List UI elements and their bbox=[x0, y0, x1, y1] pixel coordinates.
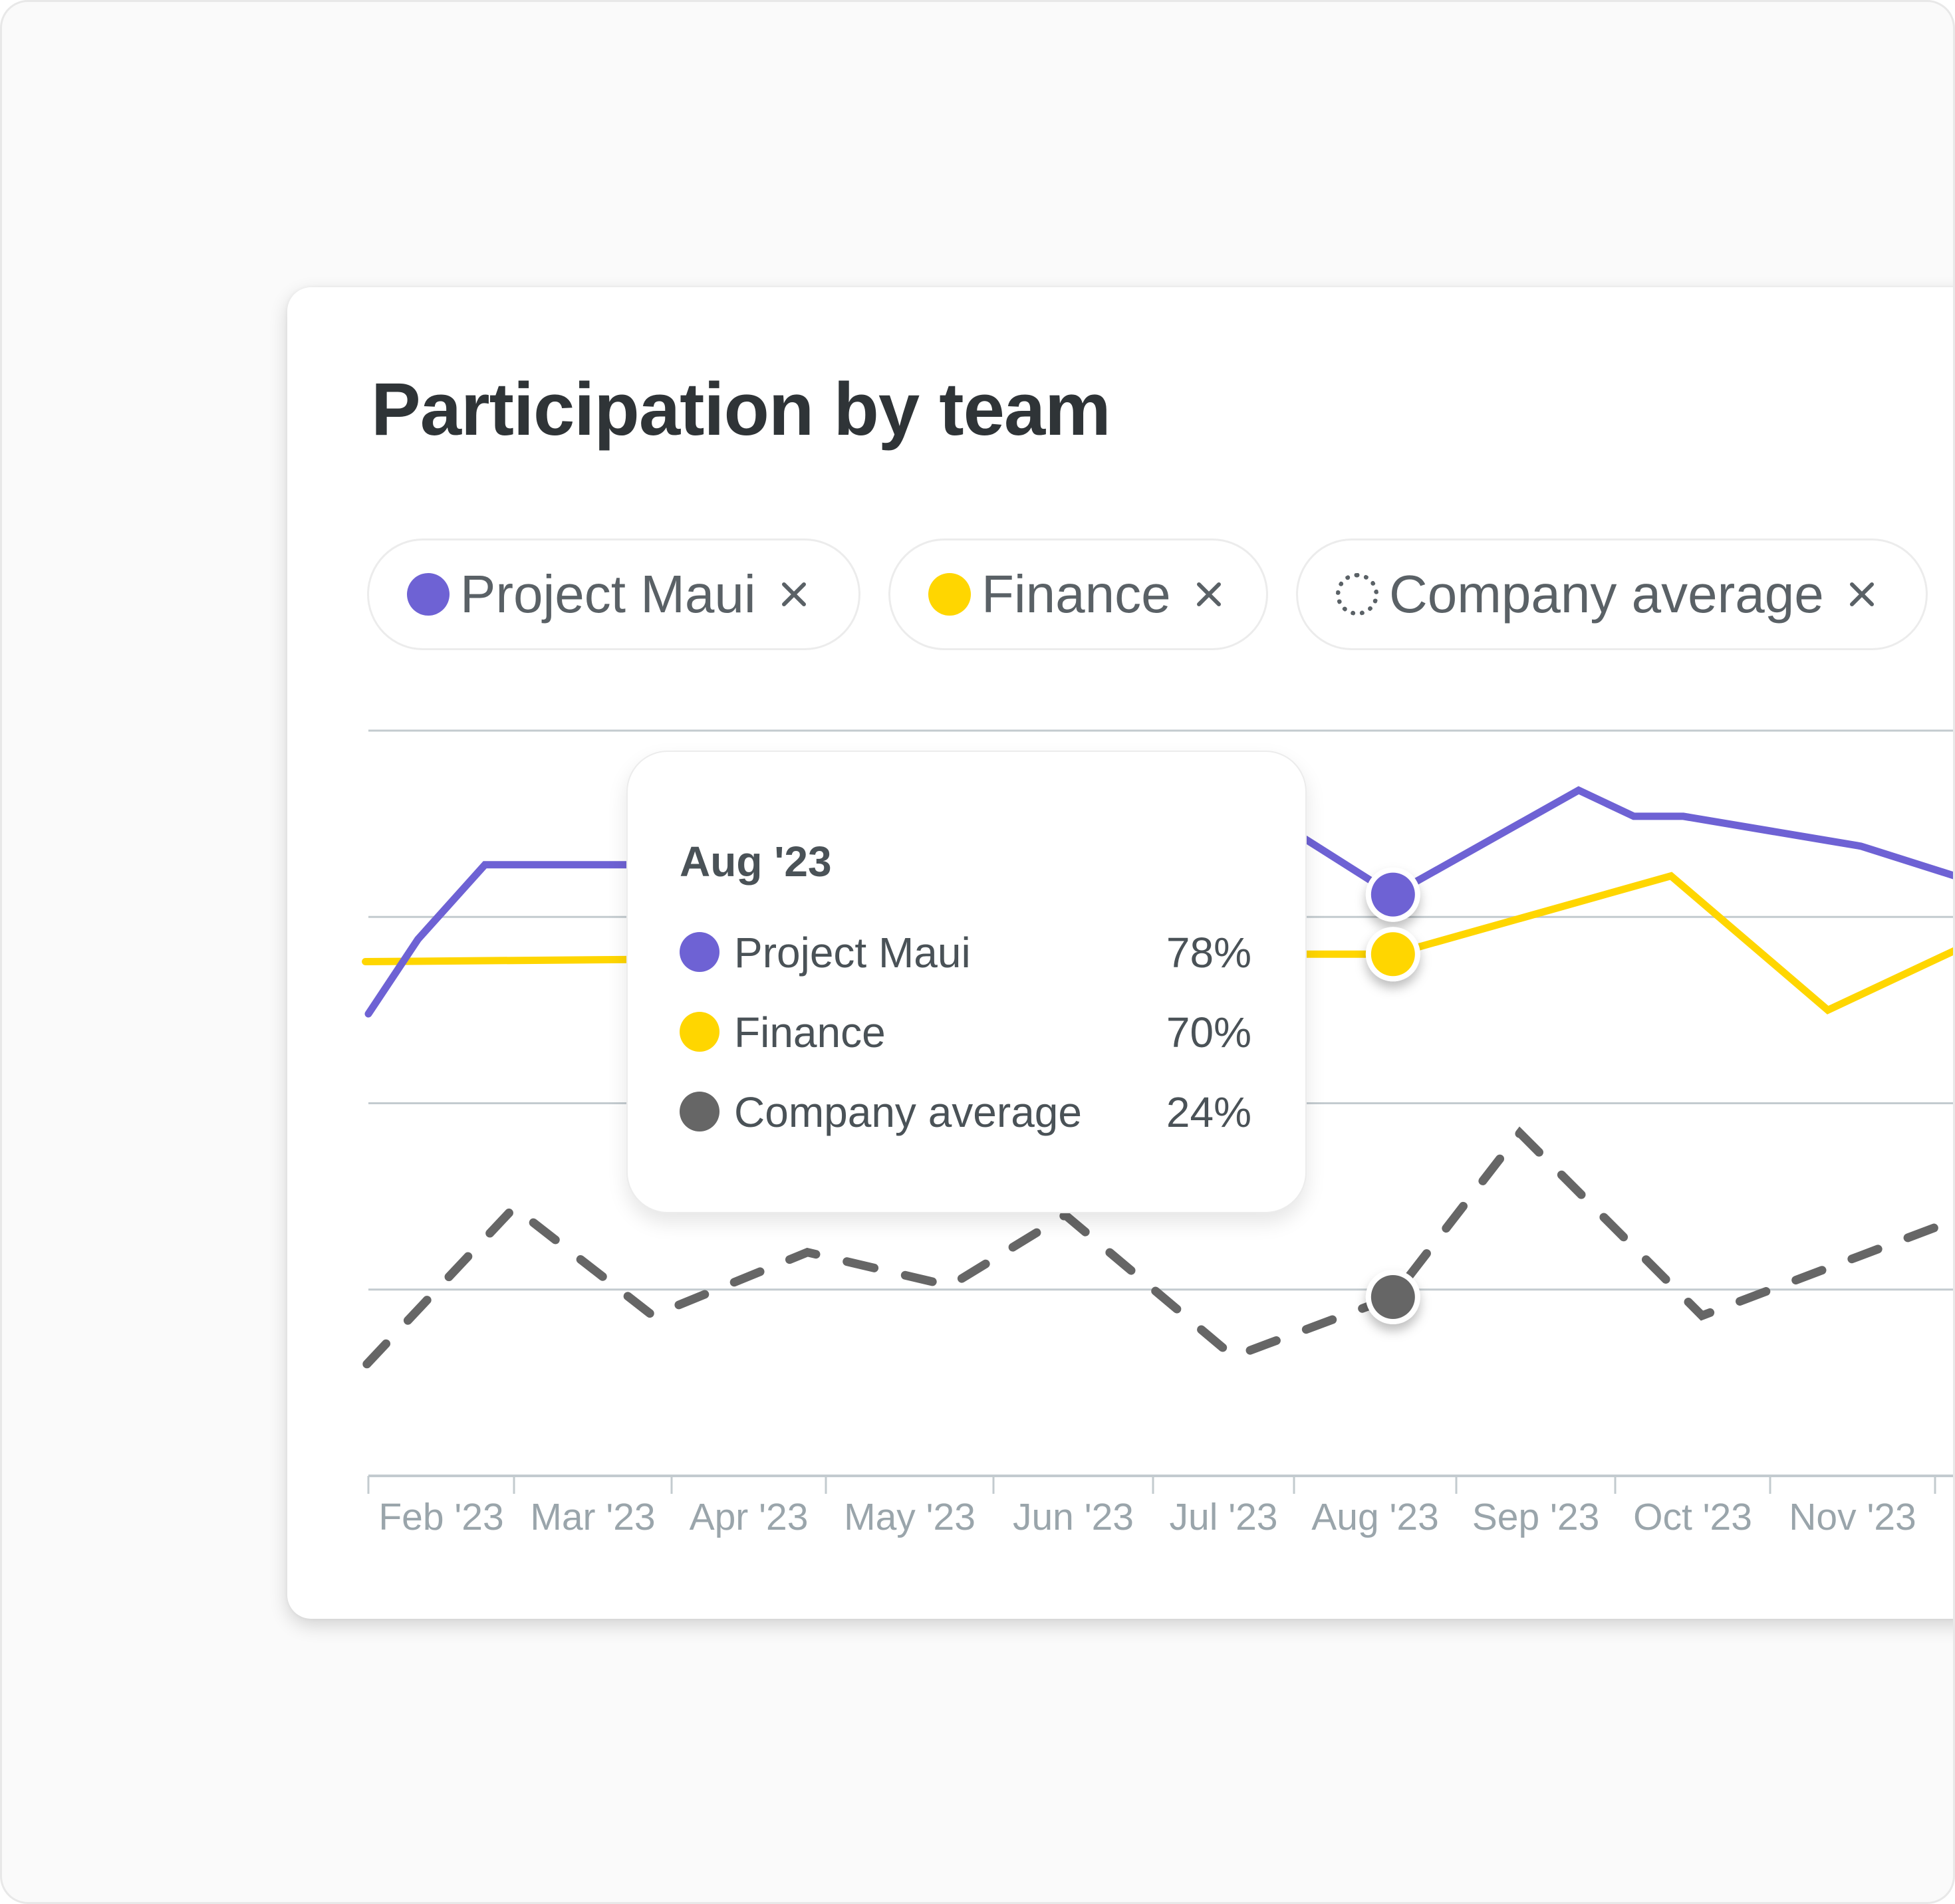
filter-chip-company-average[interactable]: Company average bbox=[1296, 538, 1928, 650]
highlight-marker-company-average bbox=[1370, 1274, 1415, 1319]
legend-dot-icon bbox=[680, 1092, 719, 1131]
tooltip-row: Company average 24% bbox=[680, 1088, 1251, 1135]
x-axis bbox=[367, 1475, 1953, 1494]
close-icon[interactable] bbox=[1844, 576, 1880, 612]
tooltip-series-value: 78% bbox=[1166, 929, 1251, 977]
solid-dot-icon bbox=[928, 573, 971, 616]
filter-chip-finance[interactable]: Finance bbox=[888, 538, 1268, 650]
tooltip-series-value: 70% bbox=[1166, 1009, 1251, 1056]
tooltip-title: Aug '23 bbox=[680, 838, 832, 886]
x-axis-tick-label: Sep '23 bbox=[1472, 1496, 1600, 1538]
filter-chip-label: Company average bbox=[1389, 564, 1824, 624]
filter-chip-label: Finance bbox=[981, 564, 1171, 624]
x-axis-tick-label: Jun '23 bbox=[1012, 1496, 1134, 1538]
legend-dot-icon bbox=[680, 1012, 719, 1052]
tooltip-series-name: Project Maui bbox=[734, 929, 971, 977]
tooltip-row: Project Maui 78% bbox=[680, 929, 1251, 975]
x-axis-tick-label: Jul '23 bbox=[1169, 1496, 1278, 1538]
x-axis-tick-label: Apr '23 bbox=[689, 1496, 809, 1538]
chart-tooltip: Aug '23 Project Maui 78% Finance 70% Com… bbox=[626, 751, 1307, 1213]
dashed-circle-icon bbox=[1336, 573, 1378, 616]
tooltip-row: Finance 70% bbox=[680, 1009, 1251, 1055]
series-line-company-average bbox=[362, 1126, 1953, 1369]
card-title: Participation by team bbox=[371, 368, 1111, 451]
participation-card: Participation by team Project Maui Finan… bbox=[287, 287, 1953, 1619]
x-axis-tick-label: Oct '23 bbox=[1633, 1496, 1752, 1538]
close-icon[interactable] bbox=[1191, 576, 1227, 612]
tooltip-series-value: 24% bbox=[1166, 1088, 1251, 1136]
highlight-marker-finance bbox=[1370, 932, 1415, 977]
x-axis-tick-label: Feb '23 bbox=[378, 1496, 504, 1538]
filter-chip-label: Project Maui bbox=[460, 564, 756, 624]
x-axis-tick-label: May '23 bbox=[844, 1496, 976, 1538]
tooltip-series-name: Company average bbox=[734, 1088, 1082, 1136]
x-axis-tick-label: Mar '23 bbox=[530, 1496, 656, 1538]
highlight-markers bbox=[1365, 867, 1420, 1324]
tooltip-series-name: Finance bbox=[734, 1009, 886, 1056]
x-axis-tick-label: Nov '23 bbox=[1789, 1496, 1916, 1538]
x-axis-tick-label: Aug '23 bbox=[1311, 1496, 1439, 1538]
solid-dot-icon bbox=[407, 573, 450, 616]
close-icon[interactable] bbox=[776, 576, 812, 612]
highlight-marker-project-maui bbox=[1370, 872, 1415, 917]
filter-chip-project-maui[interactable]: Project Maui bbox=[367, 538, 860, 650]
legend-dot-icon bbox=[680, 932, 719, 972]
